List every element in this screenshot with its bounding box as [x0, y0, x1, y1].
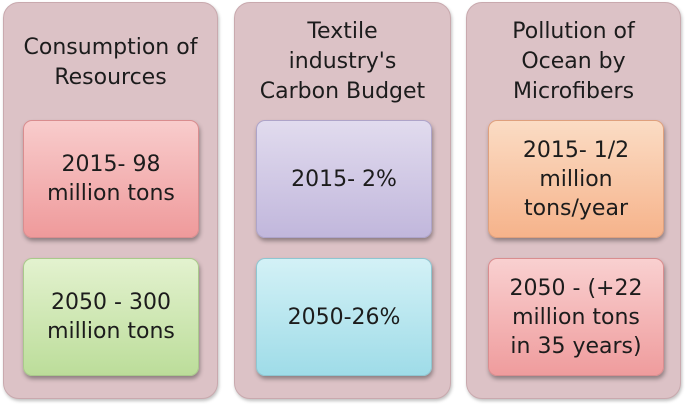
card-2050-consumption: 2050 - 300 million tons [23, 258, 199, 376]
panel-carbon-budget: Textile industry's Carbon Budget 2015- 2… [234, 2, 451, 399]
card-2050-carbon: 2050-26% [256, 258, 432, 376]
panel-consumption-of-resources: Consumption of Resources 2015- 98 millio… [3, 2, 218, 399]
panel-title: Consumption of Resources [23, 35, 198, 90]
panel-title: Textile industry's Carbon Budget [259, 19, 426, 104]
panel-title: Pollution of Ocean by Microfibers [512, 19, 635, 104]
card-2015-carbon: 2015- 2% [256, 120, 432, 238]
panel-ocean-microfibers: Pollution of Ocean by Microfibers 2015- … [466, 2, 681, 399]
card-2015-microfibers: 2015- 1/2 million tons/year [488, 120, 664, 238]
card-2015-consumption: 2015- 98 million tons [23, 120, 199, 238]
card-2050-microfibers: 2050 - (+22 million tons in 35 years) [488, 258, 664, 376]
